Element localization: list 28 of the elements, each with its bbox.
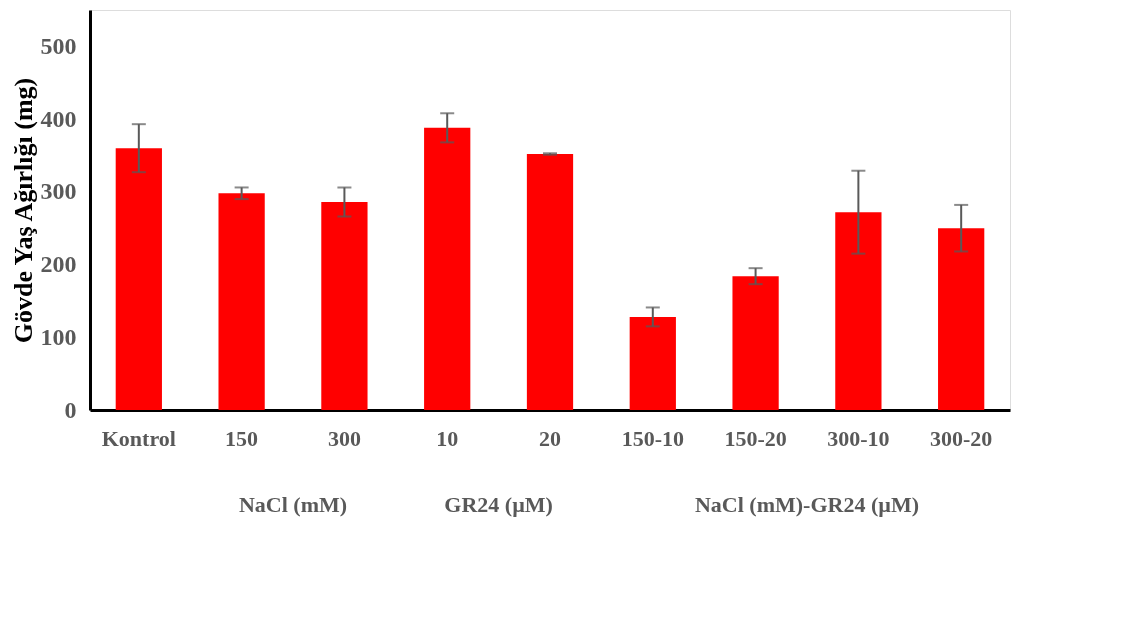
bar: [526, 154, 574, 410]
x-tick-label: Kontrol: [101, 425, 176, 451]
bar: [424, 127, 471, 410]
x-tick-label: 150: [225, 425, 259, 451]
bar: [629, 316, 676, 410]
y-tick-label: 0: [64, 396, 77, 423]
text: NaCl (mM): [238, 492, 348, 517]
y-tick-label: 300: [40, 178, 77, 205]
y-tick-label: 200: [40, 251, 77, 278]
y-tick-label: 100: [40, 323, 77, 350]
bar: [218, 193, 265, 410]
bar: [732, 276, 779, 410]
bar: [938, 228, 985, 410]
x-tick-label: 300-10: [827, 425, 890, 451]
x-tick-label: 300: [327, 425, 361, 451]
x-tick-label: 20: [539, 425, 561, 451]
x-tick-label: 300-20: [930, 425, 993, 451]
x-tick-label: 150-20: [724, 425, 787, 451]
y-tick-label: 500: [40, 32, 77, 59]
bar: [321, 202, 368, 410]
x-tick-label: 10: [436, 425, 459, 451]
bar: [115, 148, 162, 410]
y-tick-label: 400: [40, 105, 77, 132]
text: NaCl (mM)-GR24 (µM): [694, 492, 920, 517]
bar: [835, 212, 882, 410]
y-axis-title: Gövde Yaş Ağırlığı (mg): [8, 77, 38, 344]
x-tick-label: 150-10: [621, 425, 684, 451]
text: GR24 (µM): [444, 492, 553, 517]
